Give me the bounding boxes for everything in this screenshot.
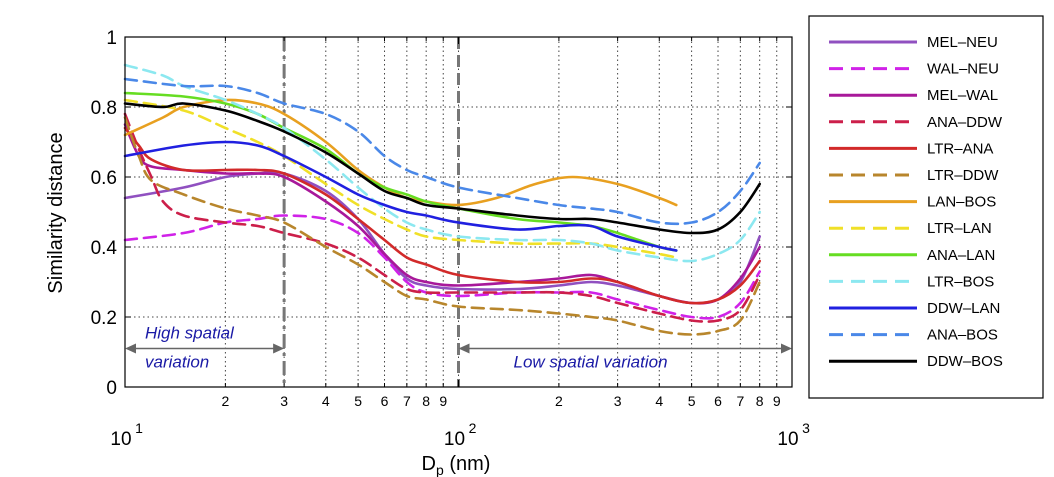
series-line-ana-bos bbox=[123, 77, 761, 226]
legend-label: LTR–LAN bbox=[927, 220, 992, 237]
x-major-tick-label: 101 bbox=[110, 420, 143, 450]
x-major-tick-label: 103 bbox=[777, 420, 810, 450]
x-major-tick-base: 10 bbox=[444, 429, 465, 450]
x-major-tick-label: 102 bbox=[444, 420, 477, 450]
y-tick-label: 0.6 bbox=[91, 168, 117, 189]
x-major-tick-exponent: 2 bbox=[469, 420, 477, 436]
x-minor-tick-label: 6 bbox=[714, 393, 722, 409]
y-axis-title: Similarity distance bbox=[45, 132, 67, 293]
high-variation-arrow bbox=[125, 343, 285, 354]
legend-box bbox=[808, 15, 1044, 399]
legend-label: LTR–BOS bbox=[927, 273, 994, 290]
x-major-tick-base: 10 bbox=[110, 429, 131, 450]
legend-label: WAL–NEU bbox=[927, 61, 999, 78]
x-minor-tick-label: 9 bbox=[773, 393, 781, 409]
legend-label: ANA–DDW bbox=[927, 114, 1003, 131]
x-minor-tick-label: 3 bbox=[280, 393, 288, 409]
series-line-ltr-bos bbox=[123, 63, 761, 263]
legend-label: DDW–LAN bbox=[927, 300, 1000, 317]
x-minor-tick-label: 8 bbox=[756, 393, 764, 409]
legend-label: LTR–DDW bbox=[927, 167, 999, 184]
high-variation-label-line1: High spatial bbox=[145, 324, 235, 343]
x-major-tick-exponent: 3 bbox=[802, 420, 810, 436]
y-tick-label: 1 bbox=[106, 28, 117, 49]
series-line-lan-bos bbox=[123, 98, 678, 207]
x-minor-tick-label: 6 bbox=[381, 393, 389, 409]
low-variation-label: Low spatial variation bbox=[514, 353, 668, 372]
low-variation-arrow bbox=[458, 343, 792, 354]
x-minor-tick-label: 5 bbox=[688, 393, 696, 409]
legend-label: LAN–BOS bbox=[927, 194, 996, 211]
series-line-ltr-ddw bbox=[123, 116, 761, 336]
series-line-ddw-bos bbox=[123, 102, 761, 235]
x-minor-tick-label: 4 bbox=[655, 393, 663, 409]
series-line-ddw-lan bbox=[123, 140, 678, 252]
x-minor-tick-label: 9 bbox=[439, 393, 447, 409]
legend-label: MEL–NEU bbox=[927, 34, 998, 51]
legend-label: ANA–LAN bbox=[927, 247, 995, 264]
series-line-ltr-ana bbox=[123, 126, 761, 305]
high-variation-arrow-head-left bbox=[125, 343, 136, 354]
x-minor-tick-label: 7 bbox=[403, 393, 411, 409]
low-variation-arrow-head-right bbox=[781, 343, 792, 354]
x-minor-tick-label: 2 bbox=[221, 393, 229, 409]
low-variation-arrow-head-left bbox=[458, 343, 470, 354]
y-tick-label: 0 bbox=[106, 378, 117, 399]
x-minor-tick-label: 3 bbox=[614, 393, 622, 409]
x-minor-tick-label: 4 bbox=[322, 393, 330, 409]
series-line-wal-neu bbox=[123, 214, 761, 320]
legend-label: DDW–BOS bbox=[927, 353, 1003, 370]
x-minor-tick-label: 7 bbox=[736, 393, 744, 409]
x-minor-tick-label: 5 bbox=[354, 393, 362, 409]
x-minor-tick-label: 8 bbox=[422, 393, 430, 409]
high-variation-label-line2: variation bbox=[145, 353, 209, 372]
x-major-tick-base: 10 bbox=[777, 429, 798, 450]
x-minor-tick-label: 2 bbox=[555, 393, 563, 409]
legend-label: LTR–ANA bbox=[927, 140, 993, 157]
legend-label: ANA–BOS bbox=[927, 327, 998, 344]
legend-label: MEL–WAL bbox=[927, 87, 998, 104]
x-major-tick-exponent: 1 bbox=[135, 420, 143, 436]
y-tick-label: 0.8 bbox=[91, 98, 117, 119]
y-tick-label: 0.4 bbox=[91, 238, 118, 259]
high-variation-arrow-head-right bbox=[273, 343, 285, 354]
x-axis-title: Dp (nm) bbox=[422, 453, 491, 477]
y-tick-label: 0.2 bbox=[91, 308, 117, 329]
